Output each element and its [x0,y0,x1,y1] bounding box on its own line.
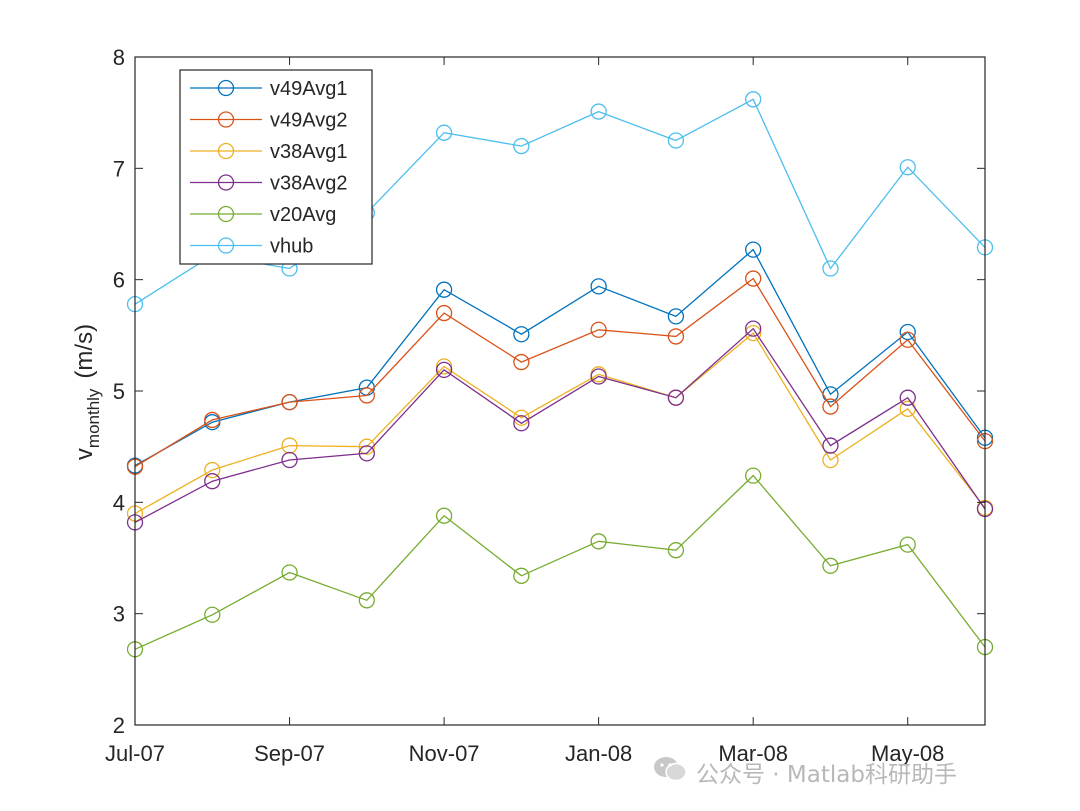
data-point [667,389,685,406]
data-point [590,533,607,550]
data-point [745,91,762,108]
data-point [204,461,221,479]
y-tick-label: 3 [113,602,125,627]
data-point [745,324,762,342]
data-point [281,564,298,581]
data-point [667,308,685,325]
x-tick-label: Jan-08 [565,741,632,766]
data-point [513,567,530,584]
legend-item: v20Avg [190,204,336,226]
data-point [590,103,607,120]
data-point [435,281,453,298]
legend-item: vhub [190,236,313,258]
series-line-v38Avg2 [134,327,986,523]
axes: 2 3 4 5 6 7 8 Jul-07 Sep-07 Nov-07 Jan-08 Mar-08 May… [105,45,986,766]
y-axis-label: vmonthly (m/s) [71,324,103,460]
data-point [204,411,221,429]
data-point [745,467,762,484]
data-point [822,398,839,415]
legend-label: vhub [270,236,313,258]
data-point [745,320,762,337]
series-line-v38Avg1 [134,332,986,515]
data-point [745,270,762,287]
y-tick-label: 6 [113,268,125,293]
data-point [204,606,221,623]
y-tick-label: 7 [113,156,125,181]
data-point [667,132,685,149]
x-tick-label: Mar-08 [718,741,788,766]
data-point [358,445,375,462]
data-point [590,321,607,338]
y-tick-label: 5 [113,379,125,404]
legend-item: v49Avg2 [190,110,347,132]
y-tick-label: 2 [113,713,125,738]
data-point [513,326,530,343]
data-point [899,389,916,406]
data-point [513,415,530,432]
legend: v49Avg1 v49Avg2 v38Avg1 v38Avg2 v20Avg vhub [179,69,373,265]
data-point [513,137,530,155]
data-point [281,393,298,411]
legend-marker [217,237,235,254]
axes-box [134,56,986,726]
data-point [358,387,375,404]
y-axis-label-subscript: monthly [84,388,103,448]
data-point [435,124,453,141]
data-point [435,304,453,322]
y-axis-label-main: v [71,448,98,460]
legend-label: v38Avg1 [270,141,347,163]
watermark-text: 公众号 · Matlab科研助手 [696,762,957,788]
data-point [281,451,298,469]
data-point [435,358,453,375]
x-tick-label: Nov-07 [409,741,480,766]
legend-marker [217,174,235,191]
data-point [899,536,916,553]
data-point [667,328,685,345]
legend-label: v20Avg [270,204,336,226]
data-point [435,361,453,378]
data-point [435,507,453,524]
x-tick-label: Jul-07 [105,741,165,766]
legend-item: v49Avg1 [190,78,347,100]
legend-label: v49Avg1 [270,78,347,100]
x-tick-label: Sep-07 [254,741,325,766]
watermark: 公众号 · Matlab科研助手 [652,752,957,792]
data-point [590,368,607,385]
legend-item: v38Avg1 [190,141,347,163]
legend-box [179,69,373,265]
data-point [899,159,916,176]
series-line-v20Avg [134,474,986,650]
legend-label: v49Avg2 [270,110,347,132]
legend-marker [217,142,235,160]
legend-marker [217,111,235,128]
legend-item: v38Avg2 [190,173,347,195]
data-point [590,278,607,295]
y-tick-label: 4 [113,490,125,515]
wechat-icon [652,754,688,790]
data-point [745,241,762,258]
data-point [667,542,685,559]
series-line-v49Avg2 [134,277,986,468]
legend-marker [217,79,235,97]
data-point [204,473,221,490]
y-tick-label: 8 [113,45,125,70]
x-tick-label: May-08 [871,741,944,766]
series-group [126,91,994,658]
data-point [358,592,375,609]
legend-marker [217,205,235,223]
data-point [358,438,375,455]
data-point [822,260,839,277]
series-line-vhub [134,98,986,305]
data-point [513,353,530,371]
y-axis-label-unit: (m/s) [71,324,98,379]
legend-label: v38Avg2 [270,173,347,195]
data-point [822,437,839,454]
data-point [899,331,916,348]
data-point [822,557,839,574]
